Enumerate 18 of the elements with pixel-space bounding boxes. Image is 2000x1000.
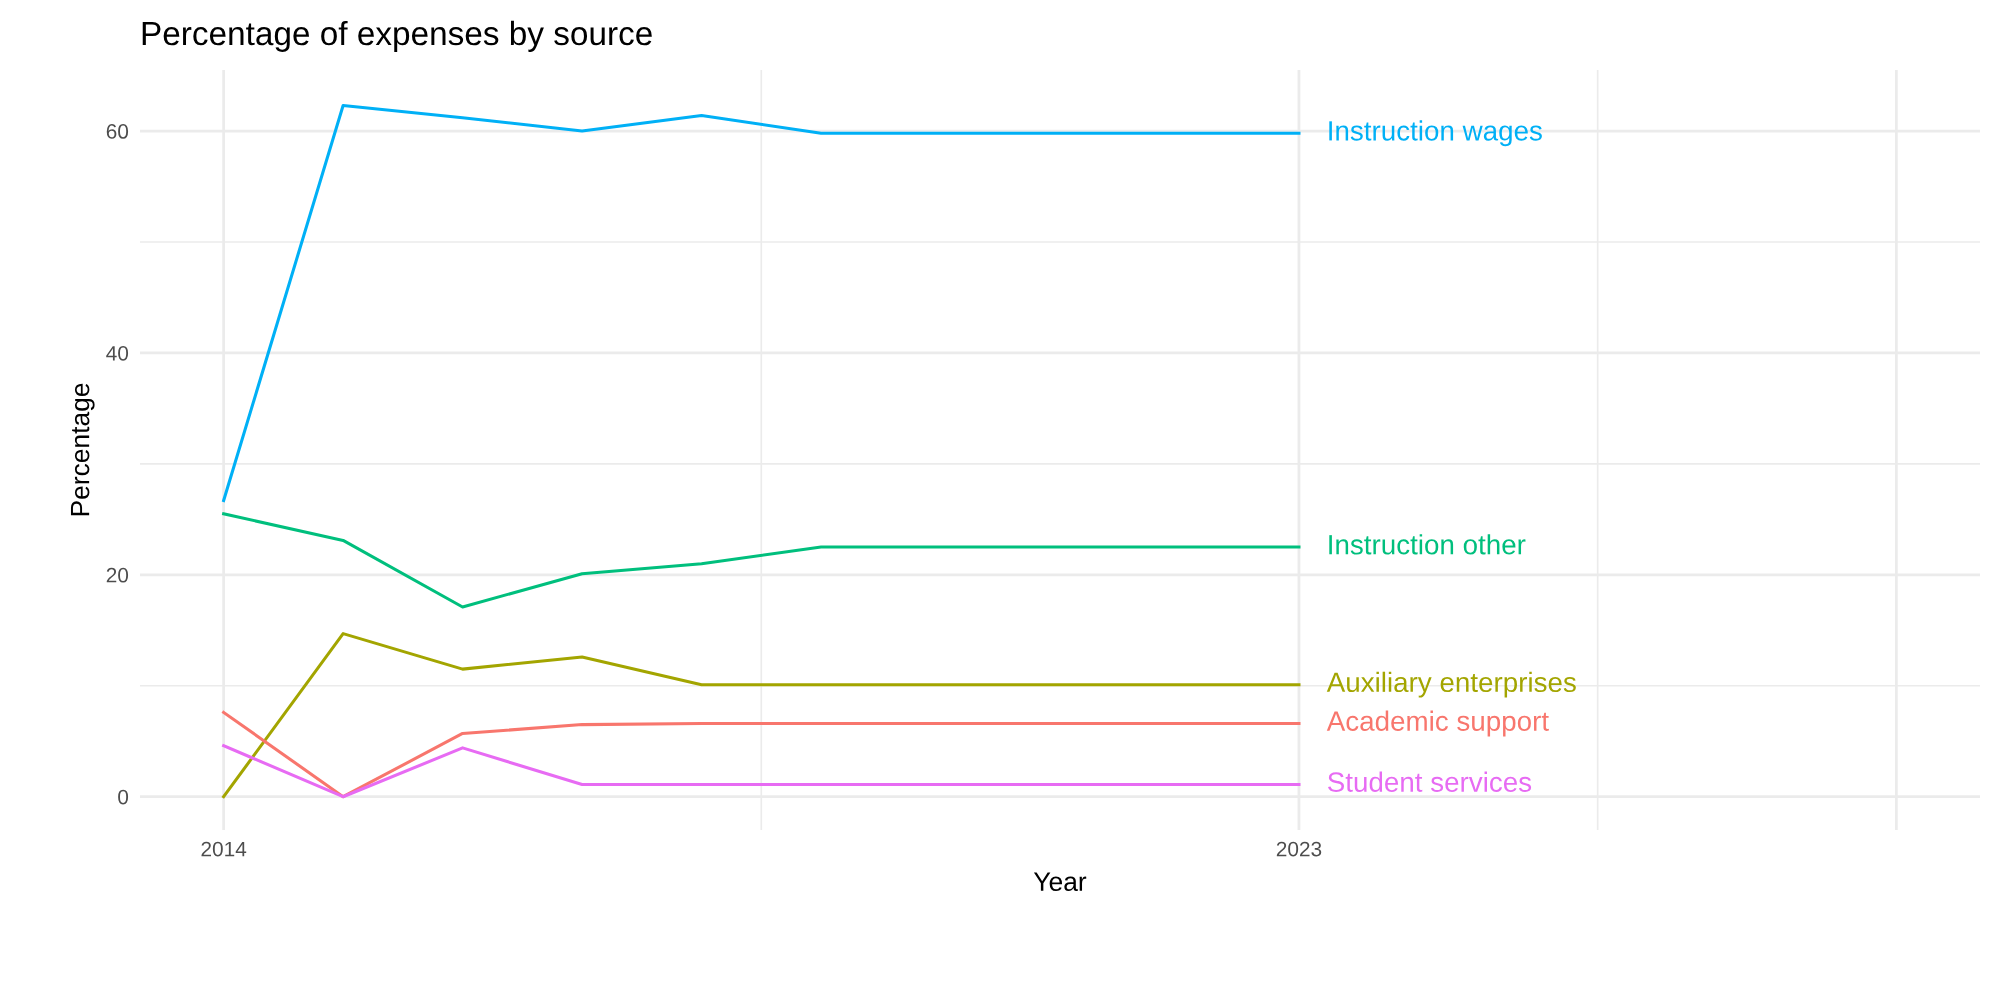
series-label: Student services — [1328, 771, 1532, 792]
y-tick-label: 60 — [106, 124, 129, 139]
series-label: Instruction wages — [1329, 120, 1542, 147]
line-series — [222, 103, 1301, 503]
y-tick-label: 40 — [106, 345, 129, 361]
line-series — [222, 512, 1301, 609]
x-tick-label: 2014 — [201, 841, 247, 857]
y-axis-title: Percentage — [70, 383, 95, 516]
y-tick-label: 0 — [118, 789, 129, 805]
series-label: Academic support — [1326, 710, 1549, 737]
chart-title: Percentage of expenses by source — [142, 20, 652, 52]
series-label: Instruction other — [1329, 534, 1526, 555]
line-series — [222, 632, 1301, 799]
x-tick-label: 2023 — [1276, 841, 1322, 857]
line-series — [222, 744, 1301, 799]
series-label: Auxiliary enterprises — [1326, 671, 1576, 698]
y-tick-label: 20 — [106, 567, 129, 583]
x-axis-title: Year — [1033, 872, 1087, 892]
